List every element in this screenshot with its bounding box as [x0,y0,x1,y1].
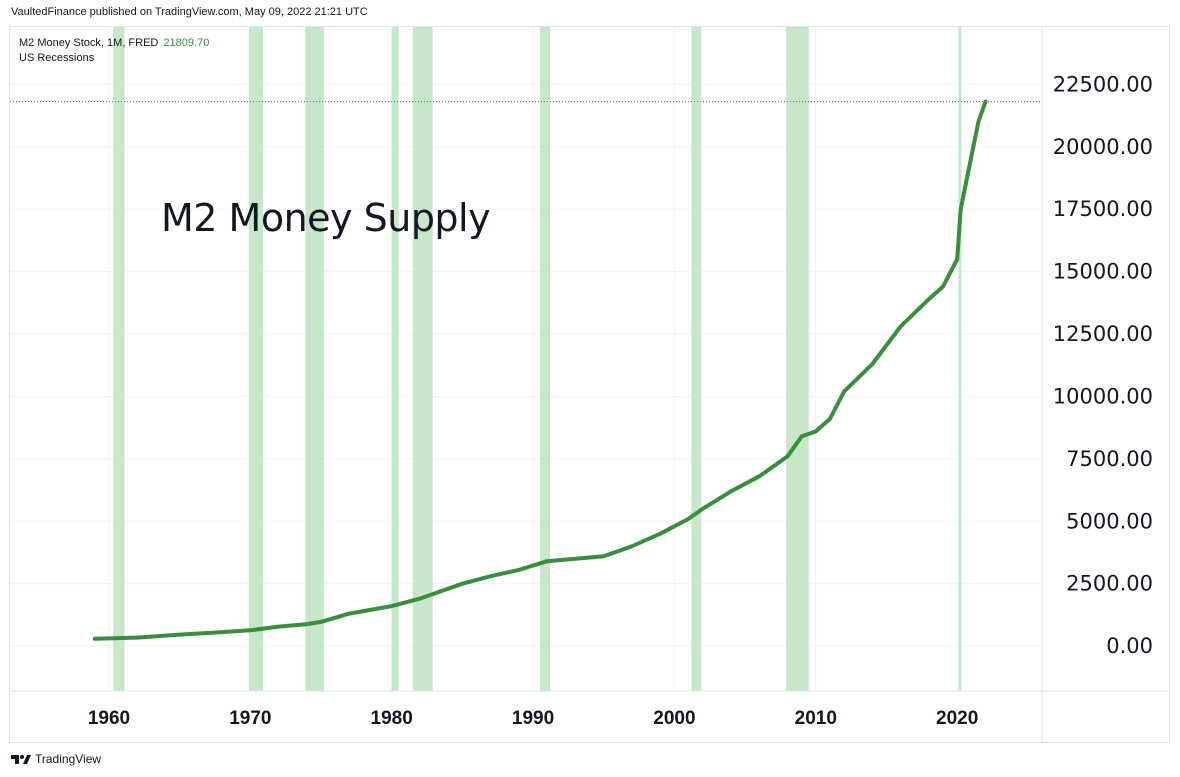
recession-band [540,27,551,691]
recession-band [958,27,962,691]
chart-legend: M2 Money Stock, 1M, FRED 21809.70 US Rec… [19,36,209,66]
y-tick-label: 0.00 [1106,634,1153,658]
legend-series[interactable]: M2 Money Stock, 1M, FRED 21809.70 [19,36,209,51]
y-tick-label: 2500.00 [1066,572,1153,596]
x-tick-label: 2000 [653,708,695,729]
y-tick-label: 5000.00 [1066,509,1153,533]
y-tick-label: 17500.00 [1053,197,1153,221]
x-tick-label: 1990 [512,708,554,729]
legend-last-value: 21809.70 [163,37,210,49]
x-tick-label: 1980 [371,708,413,729]
footer-brand-label: TradingView [35,752,102,766]
footer-brand[interactable]: TradingView [11,752,101,766]
recession-band [786,27,809,691]
publish-info: VaultedFinance published on TradingView.… [11,6,368,18]
chart-overlay-title: M2 Money Supply [161,196,491,240]
tradingview-logo-icon [11,754,31,764]
chart-frame [9,26,1170,743]
y-tick-label: 20000.00 [1053,135,1153,159]
y-tick-label: 12500.00 [1053,322,1153,346]
x-tick-label: 1970 [229,708,271,729]
recession-band [391,27,399,691]
y-tick-label: 22500.00 [1053,72,1153,96]
recession-band [113,27,125,691]
legend-recessions[interactable]: US Recessions [19,52,95,64]
x-tick-label: 2010 [795,708,837,729]
legend-symbol: M2 Money Stock, 1M, FRED [19,37,159,49]
y-tick-label: 7500.00 [1066,447,1153,471]
recession-band [412,27,433,691]
x-tick-label: 2020 [936,708,978,729]
y-tick-label: 15000.00 [1053,260,1153,284]
recession-band [691,27,702,691]
y-tick-label: 10000.00 [1053,384,1153,408]
x-tick-label: 1960 [88,708,130,729]
series-line [92,99,988,641]
recession-band [248,27,264,691]
recession-band [305,27,324,691]
